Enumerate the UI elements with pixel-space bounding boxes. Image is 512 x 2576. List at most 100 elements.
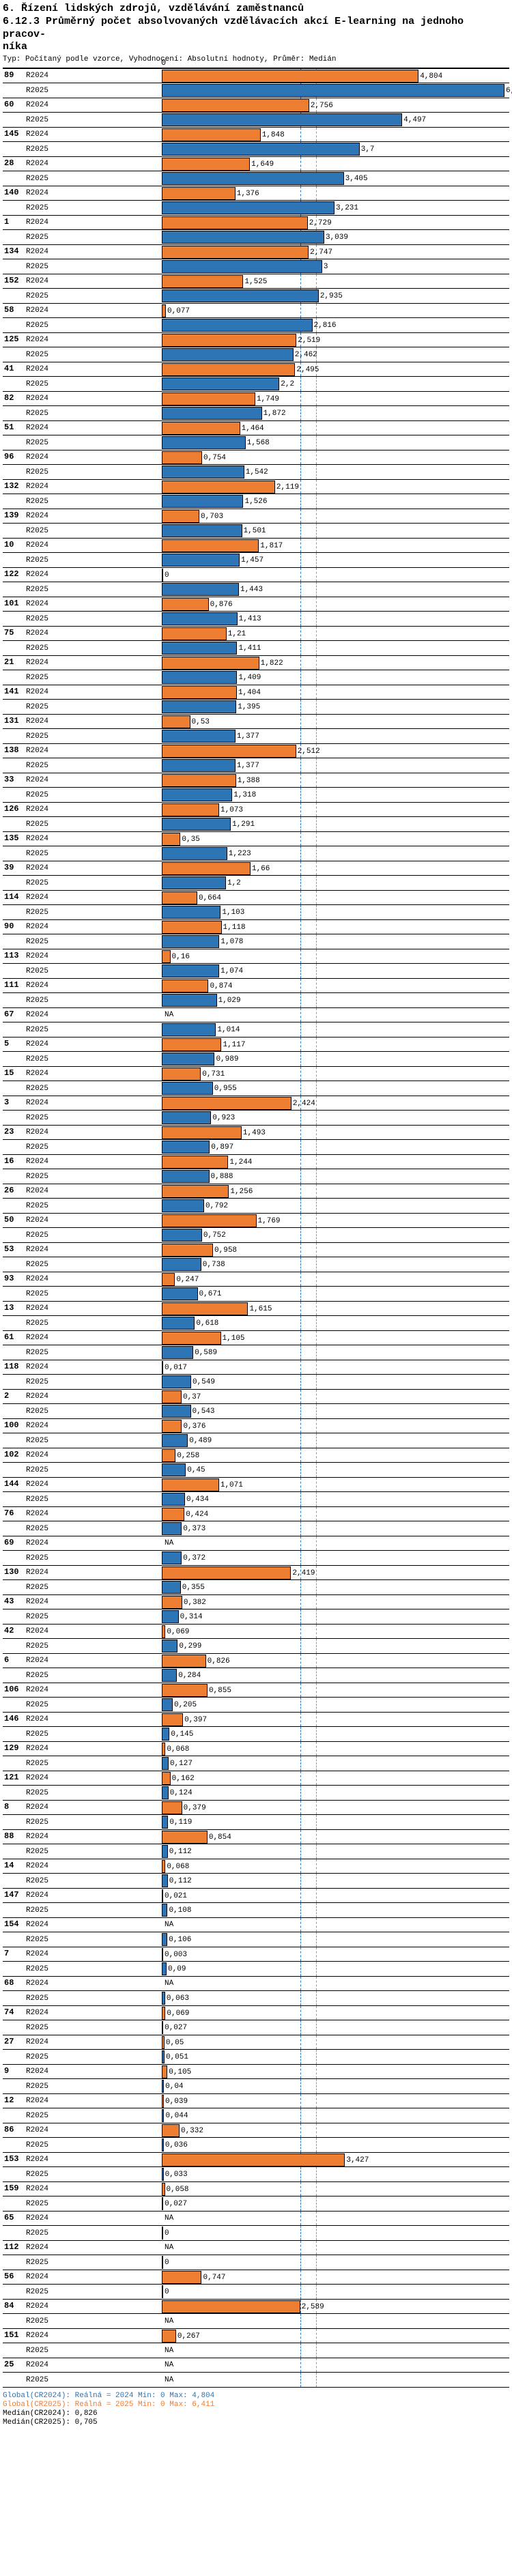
bar-row-r2025-102[interactable]: R2025 0,45: [3, 1463, 509, 1477]
bar-r2024-89[interactable]: 4,804: [162, 70, 418, 83]
bar-r2024-3[interactable]: 2,424: [162, 1097, 291, 1110]
bar-row-r2024-121[interactable]: R2024 0,162: [3, 1771, 509, 1786]
bar-r2025-82[interactable]: 1,872: [162, 407, 262, 420]
bar-r2025-86[interactable]: 0,036: [162, 2138, 164, 2151]
bar-r2025-56[interactable]: 0: [162, 2285, 163, 2298]
bar-row-r2025-89[interactable]: R2025 6,411: [3, 83, 509, 98]
bar-r2024-53[interactable]: 0,958: [162, 1244, 213, 1257]
bar-row-r2024-5[interactable]: R2024 1,117: [3, 1037, 509, 1052]
bar-r2024-102[interactable]: 0,258: [162, 1449, 175, 1462]
bar-r2024-130[interactable]: 2,419: [162, 1566, 291, 1579]
bar-row-r2025-6[interactable]: R2025 0,284: [3, 1668, 509, 1683]
bar-r2024-5[interactable]: 1,117: [162, 1038, 221, 1051]
bar-r2025-132[interactable]: 1,526: [162, 495, 243, 508]
bar-row-r2024-135[interactable]: R2024 0,35: [3, 832, 509, 846]
bar-row-r2024-67[interactable]: R2024 NA: [3, 1008, 509, 1022]
bar-row-r2025-69[interactable]: R2025 0,372: [3, 1551, 509, 1565]
bar-row-r2024-25[interactable]: R2024 NA: [3, 2358, 509, 2373]
bar-r2024-13[interactable]: 1,615: [162, 1302, 248, 1315]
bar-row-r2024-152[interactable]: R2024 1,525: [3, 274, 509, 289]
bar-row-r2024-114[interactable]: R2024 0,664: [3, 891, 509, 905]
bar-row-r2025-53[interactable]: R2025 0,738: [3, 1257, 509, 1272]
bar-row-r2024-68[interactable]: R2024 NA: [3, 1977, 509, 1991]
bar-r2024-113[interactable]: 0,16: [162, 950, 171, 963]
bar-row-r2024-96[interactable]: R2024 0,754: [3, 450, 509, 465]
bar-row-r2024-130[interactable]: R2024 2,419: [3, 1566, 509, 1580]
bar-r2024-42[interactable]: 0,069: [162, 1625, 165, 1638]
bar-r2025-131[interactable]: 1,377: [162, 730, 236, 743]
bar-r2024-90[interactable]: 1,118: [162, 921, 222, 934]
bar-row-r2024-111[interactable]: R2024 0,874: [3, 979, 509, 993]
bar-row-r2024-131[interactable]: R2024 0,53: [3, 715, 509, 729]
bar-r2024-147[interactable]: 0,021: [162, 1889, 163, 1902]
bar-r2025-13[interactable]: 0,618: [162, 1317, 195, 1330]
bar-row-r2024-53[interactable]: R2024 0,958: [3, 1243, 509, 1257]
bar-r2025-139[interactable]: 1,501: [162, 524, 242, 537]
bar-r2024-141[interactable]: 1,404: [162, 686, 237, 699]
bar-row-r2024-76[interactable]: R2024 0,424: [3, 1507, 509, 1521]
bar-r2024-134[interactable]: 2,747: [162, 246, 309, 259]
bar-r2024-43[interactable]: 0,382: [162, 1596, 182, 1609]
bar-row-r2024-7[interactable]: R2024 0,003: [3, 1947, 509, 1962]
bar-r2024-16[interactable]: 1,244: [162, 1156, 228, 1169]
bar-r2024-51[interactable]: 1,464: [162, 422, 240, 435]
bar-row-r2025-141[interactable]: R2025 1,395: [3, 700, 509, 714]
bar-r2025-39[interactable]: 1,2: [162, 876, 226, 889]
bar-r2024-118[interactable]: 0,017: [162, 1361, 163, 1374]
bar-row-r2025-111[interactable]: R2025 1,029: [3, 993, 509, 1007]
bar-row-r2025-154[interactable]: R2025 0,106: [3, 1932, 509, 1947]
bar-row-r2024-138[interactable]: R2024 2,512: [3, 744, 509, 758]
bar-row-r2024-65[interactable]: R2024 NA: [3, 2212, 509, 2226]
bar-row-r2024-21[interactable]: R2024 1,822: [3, 656, 509, 670]
bar-row-r2024-6[interactable]: R2024 0,826: [3, 1654, 509, 1668]
bar-r2025-140[interactable]: 3,231: [162, 201, 335, 214]
bar-row-r2024-125[interactable]: R2024 2,519: [3, 333, 509, 347]
bar-r2024-76[interactable]: 0,424: [162, 1508, 184, 1521]
bar-row-r2025-146[interactable]: R2025 0,145: [3, 1727, 509, 1741]
bar-r2024-138[interactable]: 2,512: [162, 745, 296, 758]
bar-row-r2025-113[interactable]: R2025 1,074: [3, 964, 509, 978]
bar-r2025-106[interactable]: 0,205: [162, 1698, 173, 1711]
bar-row-r2025-152[interactable]: R2025 2,935: [3, 289, 509, 303]
bar-r2024-100[interactable]: 0,376: [162, 1420, 182, 1433]
bar-r2025-154[interactable]: 0,106: [162, 1933, 167, 1946]
bar-r2025-1[interactable]: 3,039: [162, 231, 324, 244]
bar-row-r2024-3[interactable]: R2024 2,424: [3, 1096, 509, 1111]
bar-r2025-3[interactable]: 0,923: [162, 1111, 211, 1124]
bar-row-r2024-151[interactable]: R2024 0,267: [3, 2329, 509, 2343]
bar-r2025-88[interactable]: 0,112: [162, 1845, 168, 1858]
bar-row-r2025-51[interactable]: R2025 1,568: [3, 435, 509, 450]
bar-row-r2025-42[interactable]: R2025 0,299: [3, 1639, 509, 1653]
bar-row-r2024-86[interactable]: R2024 0,332: [3, 2123, 509, 2138]
bar-row-r2025-15[interactable]: R2025 0,955: [3, 1081, 509, 1096]
bar-r2024-126[interactable]: 1,073: [162, 803, 219, 816]
bar-row-r2024-126[interactable]: R2024 1,073: [3, 803, 509, 817]
bar-row-r2025-60[interactable]: R2025 4,497: [3, 113, 509, 127]
bar-r2025-67[interactable]: 1,014: [162, 1023, 216, 1036]
bar-row-r2024-2[interactable]: R2024 0,37: [3, 1390, 509, 1404]
bar-r2024-8[interactable]: 0,379: [162, 1801, 182, 1814]
bar-row-r2024-10[interactable]: R2024 1,817: [3, 539, 509, 553]
bar-row-r2024-60[interactable]: R2024 2,756: [3, 98, 509, 113]
bar-row-r2024-50[interactable]: R2024 1,769: [3, 1214, 509, 1228]
bar-row-r2024-159[interactable]: R2024 0,058: [3, 2182, 509, 2196]
bar-row-r2025-130[interactable]: R2025 0,355: [3, 1580, 509, 1594]
bar-r2024-28[interactable]: 1,649: [162, 158, 250, 171]
bar-r2024-15[interactable]: 0,731: [162, 1068, 201, 1081]
bar-r2024-14[interactable]: 0,068: [162, 1860, 165, 1873]
bar-r2025-152[interactable]: 2,935: [162, 289, 319, 302]
bar-r2024-144[interactable]: 1,071: [162, 1478, 219, 1491]
bar-r2025-74[interactable]: 0,027: [162, 2021, 163, 2034]
bar-r2025-43[interactable]: 0,314: [162, 1610, 179, 1623]
bar-row-r2024-93[interactable]: R2024 0,247: [3, 1272, 509, 1287]
bar-row-r2024-88[interactable]: R2024 0,854: [3, 1830, 509, 1844]
bar-r2025-8[interactable]: 0,119: [162, 1816, 168, 1829]
bar-row-r2025-84[interactable]: R2025 NA: [3, 2314, 509, 2328]
bar-row-r2025-126[interactable]: R2025 1,291: [3, 817, 509, 831]
bar-r2024-1[interactable]: 2,729: [162, 216, 308, 229]
bar-r2025-15[interactable]: 0,955: [162, 1082, 213, 1095]
bar-row-r2025-132[interactable]: R2025 1,526: [3, 494, 509, 509]
bar-r2025-89[interactable]: 6,411: [162, 84, 504, 97]
bar-r2024-74[interactable]: 0,069: [162, 2007, 165, 2020]
bar-r2025-10[interactable]: 1,457: [162, 554, 240, 567]
